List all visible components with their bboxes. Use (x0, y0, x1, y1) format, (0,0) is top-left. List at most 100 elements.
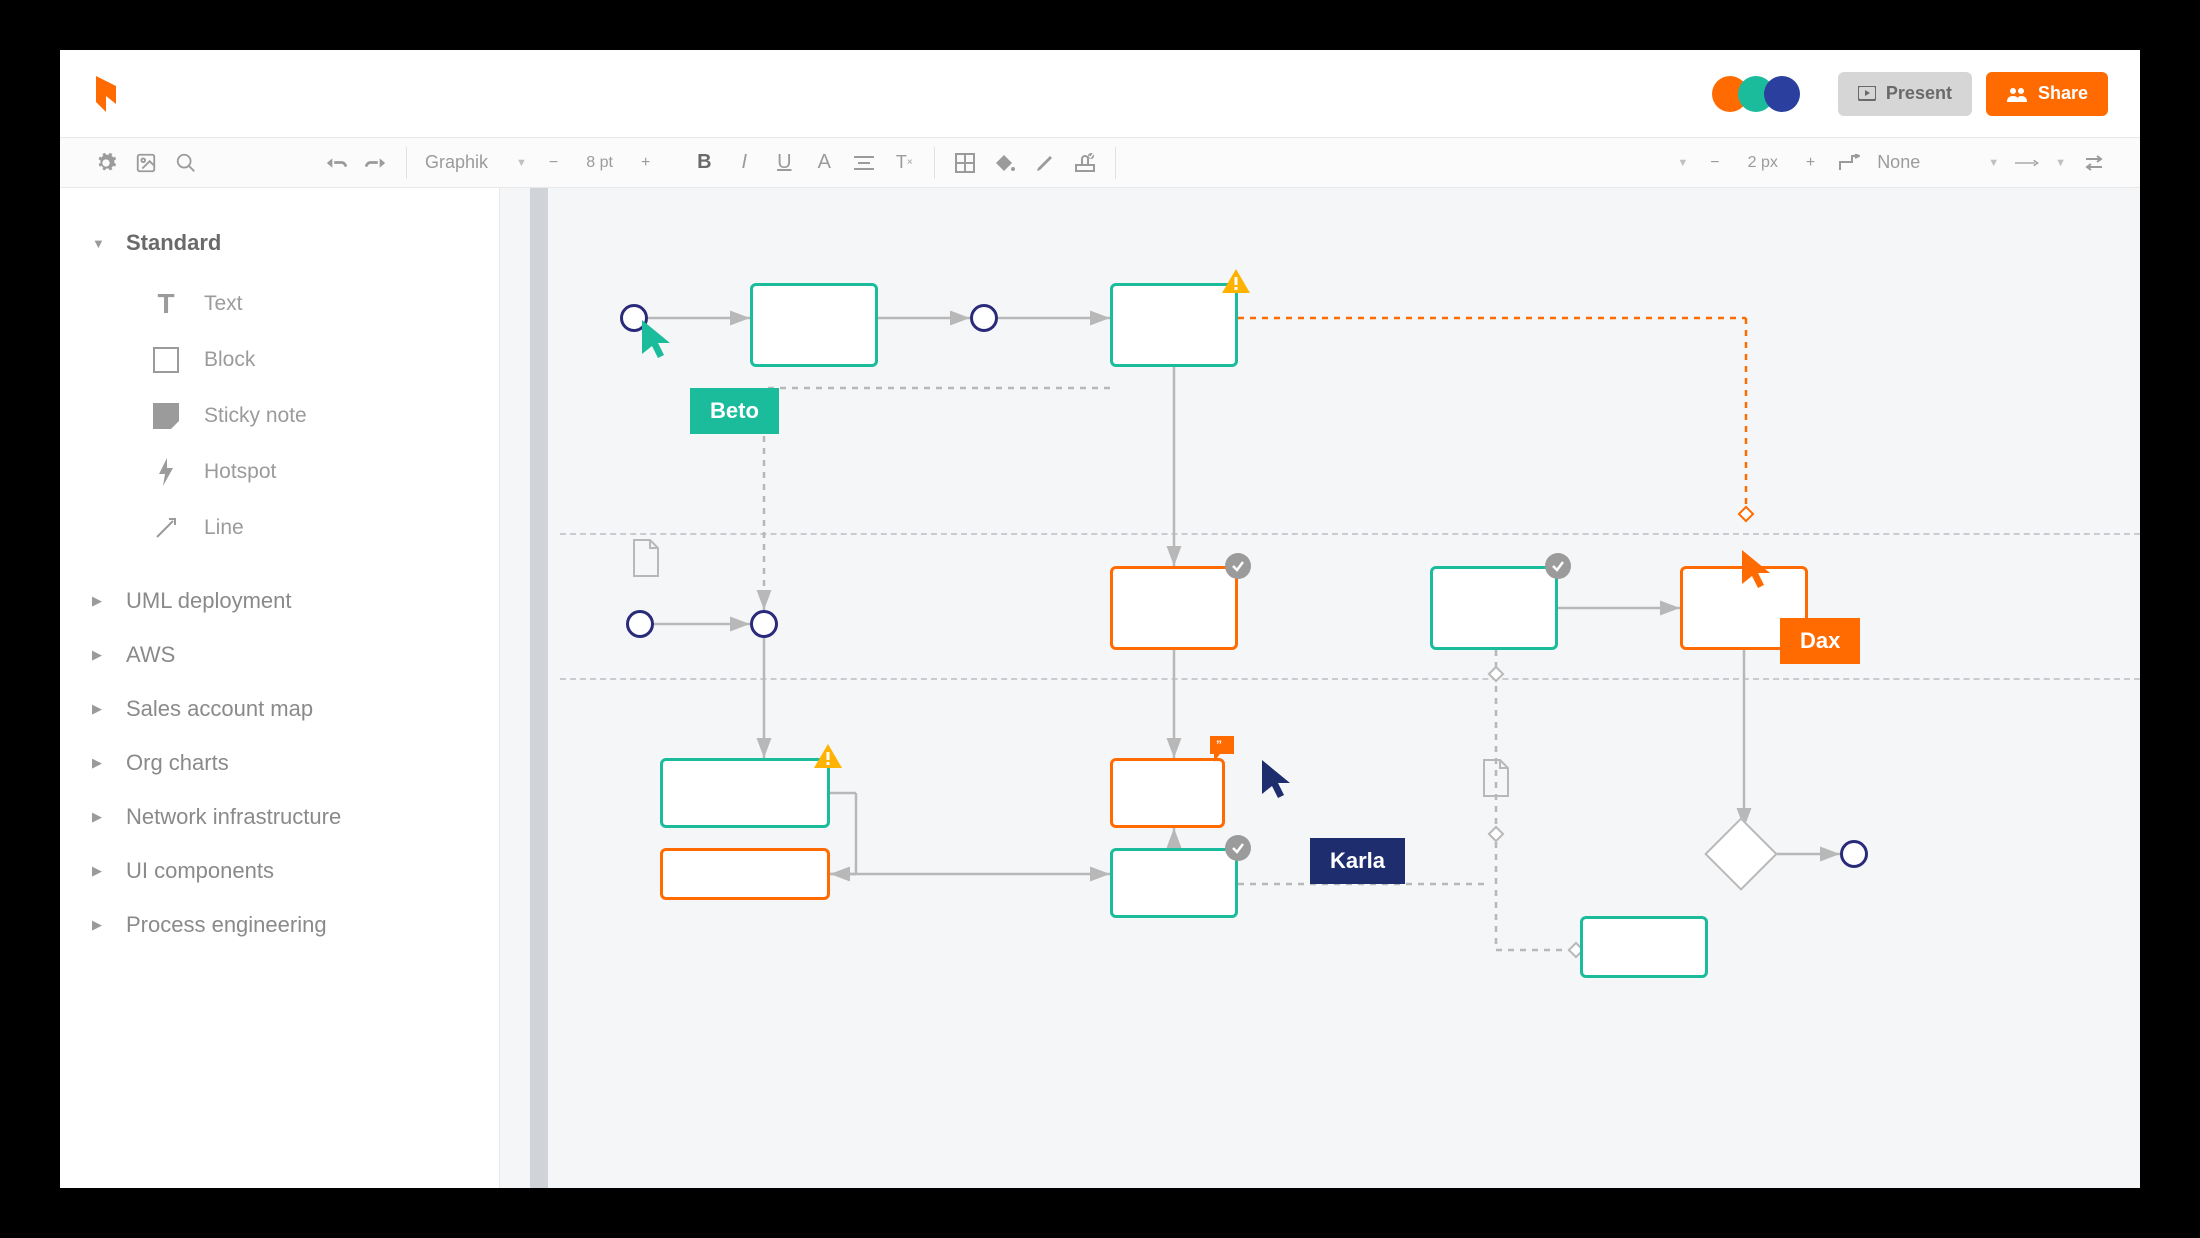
svg-text:”: ” (1216, 738, 1222, 752)
font-size[interactable]: 8 pt (580, 154, 619, 172)
flowchart-circle[interactable] (1840, 840, 1868, 868)
file-icon[interactable] (1480, 758, 1512, 798)
gateway-icon[interactable] (1738, 506, 1755, 523)
align-icon[interactable] (852, 151, 876, 175)
font-name: Graphik (425, 152, 488, 173)
pen-icon[interactable] (1033, 151, 1057, 175)
chevron-down-icon[interactable]: ▼ (2055, 157, 2066, 169)
decrease-size-button[interactable]: − (543, 154, 564, 172)
sidebar-category-label: Sales account map (126, 696, 313, 722)
sidebar-category-org[interactable]: ▶ Org charts (60, 736, 499, 790)
sidebar-category-uml[interactable]: ▶ UML deployment (60, 574, 499, 628)
flowchart-rect[interactable] (1580, 916, 1708, 978)
flowchart-rect[interactable] (660, 848, 830, 900)
lane-divider (560, 678, 2140, 680)
people-icon (2006, 86, 2028, 102)
check-badge-icon (1225, 835, 1251, 861)
text-style-icon[interactable]: T× (892, 151, 916, 175)
increase-stroke-button[interactable]: + (1800, 154, 1821, 172)
chevron-down-icon: ▼ (1988, 157, 1999, 169)
user-cursor-label: Dax (1780, 618, 1860, 664)
chevron-right-icon: ▶ (92, 809, 108, 825)
comment-icon[interactable]: ” (1210, 736, 1236, 767)
text-color-icon[interactable]: A (812, 151, 836, 175)
flowchart-diamond[interactable] (1704, 817, 1778, 891)
flowchart-rect[interactable] (1110, 566, 1238, 650)
flowchart-rect[interactable] (1110, 758, 1225, 828)
sidebar-category-process[interactable]: ▶ Process engineering (60, 898, 499, 952)
chevron-right-icon: ▶ (92, 863, 108, 879)
sidebar-category-label: Standard (126, 230, 221, 256)
arrow-line-icon[interactable] (2015, 151, 2039, 175)
shape-label: Block (204, 348, 255, 372)
canvas-area[interactable]: ”BetoKarlaDax (500, 188, 2140, 1188)
flowchart-rect[interactable] (1110, 848, 1238, 918)
chevron-down-icon: ▼ (92, 236, 108, 251)
shape-label: Line (204, 516, 244, 540)
user-cursor-label: Karla (1310, 838, 1405, 884)
chevron-down-icon: ▼ (516, 157, 527, 169)
shape-item-hotspot[interactable]: Hotspot (60, 444, 499, 500)
sidebar-category-standard[interactable]: ▼ Standard (60, 216, 499, 270)
chevron-right-icon: ▶ (92, 701, 108, 717)
present-button[interactable]: Present (1838, 72, 1972, 116)
italic-icon[interactable]: I (732, 151, 756, 175)
lane-divider (560, 533, 2140, 535)
shape-item-line[interactable]: Line (60, 500, 499, 556)
shape-label: Sticky note (204, 404, 307, 428)
sticky-icon (150, 400, 182, 432)
flowchart-rect[interactable] (1110, 283, 1238, 367)
app-logo-icon[interactable] (92, 76, 120, 112)
flowchart-circle[interactable] (970, 304, 998, 332)
shape-list: T Text Block Sticky note Hotspot L (60, 270, 499, 574)
flowchart-rect[interactable] (1430, 566, 1558, 650)
sidebar-category-label: Network infrastructure (126, 804, 341, 830)
swap-icon[interactable] (2082, 151, 2106, 175)
fill-icon[interactable] (993, 151, 1017, 175)
font-family-dropdown[interactable]: Graphik ▼ (425, 152, 527, 173)
chevron-right-icon: ▶ (92, 593, 108, 609)
undo-icon[interactable] (324, 151, 348, 175)
connector-icon[interactable] (1837, 151, 1861, 175)
shape-item-text[interactable]: T Text (60, 276, 499, 332)
underline-icon[interactable]: U (772, 151, 796, 175)
line-style-dropdown[interactable]: None ▼ (1877, 152, 1999, 173)
avatar[interactable] (1764, 76, 1800, 112)
increase-size-button[interactable]: + (635, 154, 656, 172)
shape-item-sticky[interactable]: Sticky note (60, 388, 499, 444)
sidebar-category-network[interactable]: ▶ Network infrastructure (60, 790, 499, 844)
block-icon (150, 344, 182, 376)
line-style: None (1877, 152, 1920, 173)
collaborator-avatars[interactable] (1722, 76, 1800, 112)
border-icon[interactable] (953, 151, 977, 175)
bold-icon[interactable]: B (692, 151, 716, 175)
shape-sidebar: ▼ Standard T Text Block Sticky note (60, 188, 500, 1188)
chevron-right-icon: ▶ (92, 647, 108, 663)
settings-icon[interactable] (94, 151, 118, 175)
search-icon[interactable] (174, 151, 198, 175)
gateway-icon[interactable] (1488, 826, 1505, 843)
stroke-width[interactable]: 2 px (1742, 154, 1784, 172)
sidebar-category-sales[interactable]: ▶ Sales account map (60, 682, 499, 736)
chevron-down-icon[interactable]: ▼ (1677, 157, 1688, 169)
share-button[interactable]: Share (1986, 72, 2108, 116)
sidebar-category-label: UI components (126, 858, 274, 884)
flowchart-rect[interactable] (660, 758, 830, 828)
text-icon: T (150, 288, 182, 320)
flowchart-circle[interactable] (750, 610, 778, 638)
decrease-stroke-button[interactable]: − (1704, 154, 1725, 172)
sidebar-category-aws[interactable]: ▶ AWS (60, 628, 499, 682)
file-icon[interactable] (630, 538, 662, 578)
sidebar-category-ui[interactable]: ▶ UI components (60, 844, 499, 898)
flowchart-rect[interactable] (750, 283, 878, 367)
sidebar-category-label: Process engineering (126, 912, 327, 938)
warning-badge-icon (1222, 269, 1250, 293)
flowchart-circle[interactable] (626, 610, 654, 638)
redo-icon[interactable] (364, 151, 388, 175)
play-icon (1858, 86, 1876, 102)
image-icon[interactable] (134, 151, 158, 175)
shape-item-block[interactable]: Block (60, 332, 499, 388)
stamp-icon[interactable] (1073, 151, 1097, 175)
canvas[interactable]: ”BetoKarlaDax (560, 188, 2140, 1188)
chevron-right-icon: ▶ (92, 755, 108, 771)
